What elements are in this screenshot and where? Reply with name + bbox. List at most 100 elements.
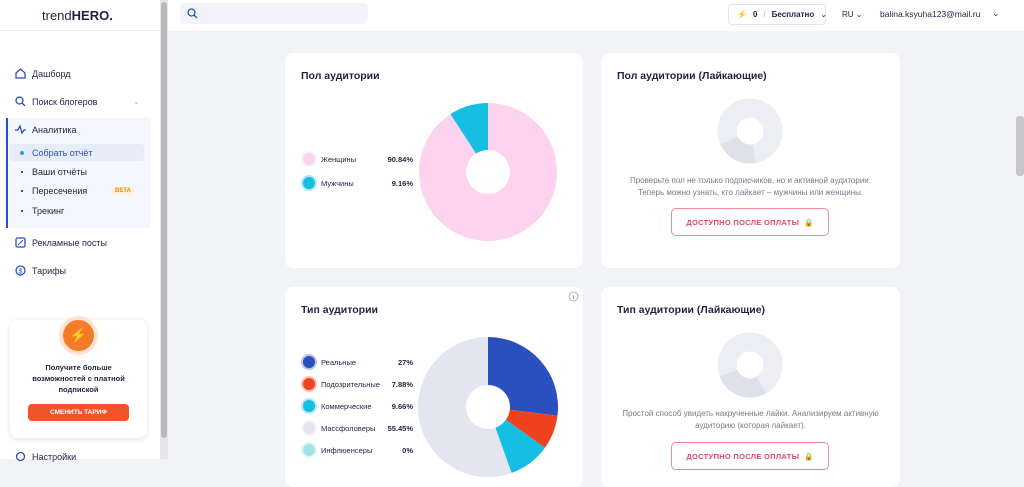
promo: ⚡ Получите больше возможностей с платной… (10, 320, 147, 438)
nav-label: Рекламные посты (32, 237, 108, 248)
email[interactable]: balina.ksyuha123@mail.ru (880, 9, 981, 19)
legend-value: 90.84% (387, 154, 413, 164)
card-text: Простой способ увидеть накрученные лайки… (622, 409, 879, 430)
nav-item[interactable]: Рекламные посты (15, 237, 107, 248)
nav-label: Дашборд (32, 68, 71, 79)
nav-item[interactable]: Дашборд (15, 68, 71, 79)
icon (15, 96, 26, 107)
main-scrollbar (1016, 116, 1024, 176)
legend-row: Инфлюенсеры 0% (303, 443, 413, 457)
legend-row: Подозрительные 7.88% (303, 377, 413, 391)
legend-dot (303, 177, 315, 189)
legend-label: Подозрительные (321, 379, 380, 389)
nav-label: Тарифы (32, 265, 67, 276)
nav-item[interactable]: $ Тарифы (15, 265, 66, 276)
legend-row: Женщины 90.84% (303, 152, 413, 166)
card-title: Пол аудитории (Лайкающие) (617, 70, 767, 82)
logo-light: trend (42, 8, 72, 23)
legend-value: 0% (402, 445, 413, 455)
pay-button[interactable]: ДОСТУПНО ПОСЛЕ ОПЛАТЫ 🔒 (671, 442, 829, 470)
icon (15, 124, 26, 135)
card-title: Пол аудитории (301, 70, 380, 82)
plan: Бесплатно (771, 10, 815, 19)
sub-item[interactable]: Трекинг (10, 206, 64, 216)
legend-dot (303, 378, 315, 390)
sub-item[interactable]: Пересечения (10, 186, 87, 196)
active-bg (10, 144, 144, 161)
lang-label: RU (842, 10, 854, 19)
legend-label: Коммерческие (321, 401, 372, 411)
button-label: ДОСТУПНО ПОСЛЕ ОПЛАТЫ (686, 451, 800, 461)
legend-label: Инфлюенсеры (321, 445, 373, 455)
sub-label: Ваши отчёты (32, 167, 87, 177)
pie-slice (505, 409, 558, 448)
beta-badge: BETA (112, 187, 134, 195)
icon (15, 451, 26, 462)
legend-value: 9.16% (391, 178, 413, 188)
pie-slice (419, 103, 557, 241)
legend-row: Массфоловеры 55.45% (303, 421, 413, 435)
promo-text: Получите больше возможностей с платной п… (32, 363, 125, 394)
search-icon (187, 8, 198, 19)
pie-chart (419, 103, 557, 241)
logo-bold: HERO. (71, 8, 113, 23)
search[interactable] (180, 3, 368, 24)
card-text: Проверьте пол не только подписчиков, но … (629, 176, 871, 197)
promo-button[interactable]: СМЕНИТЬ ТАРИФ (28, 404, 129, 421)
placeholder-donut (717, 98, 783, 164)
legend-dot (303, 356, 315, 368)
sub-item[interactable]: Ваши отчёты (10, 167, 87, 177)
lang[interactable]: RU ⌄ (842, 10, 863, 19)
legend-row: Коммерческие 9.66% (303, 399, 413, 413)
pie-slice (418, 337, 512, 477)
nav-label: Настройки (32, 451, 77, 462)
info-icon[interactable] (568, 291, 579, 302)
nav-label: Аналитика (32, 124, 77, 135)
legend-value: 55.45% (387, 423, 413, 433)
icon (15, 237, 26, 248)
card: Тип аудитории Реальные 27% Подозрительные 7… (285, 287, 583, 487)
legend-dot (303, 422, 315, 434)
sidebar: trendHERO. Дашборд Поиск блогеров ⌄ Анал… (0, 0, 160, 462)
separator: / (763, 10, 766, 19)
legend-label: Мужчины (321, 178, 354, 188)
card-title: Тип аудитории (301, 304, 379, 316)
card-title: Тип аудитории (Лайкающие) (617, 304, 766, 316)
legend-row: Реальные 27% (303, 355, 413, 369)
legend-value: 9.66% (391, 401, 413, 411)
divider (0, 30, 160, 31)
icon (15, 68, 26, 79)
card: Пол аудитории Женщины 90.84% Мужчины 9.16% (285, 53, 583, 268)
balance: 0 (752, 10, 758, 19)
pie-slice (450, 103, 488, 154)
card: Тип аудитории (Лайкающие) Простой способ… (601, 287, 900, 487)
analytics-group (6, 118, 150, 228)
plan-box[interactable]: ⚡ 0/Бесплатно ⌄ (728, 4, 827, 25)
legend-value: 7.88% (391, 379, 413, 389)
svg-text:$: $ (19, 269, 23, 276)
legend-row: Мужчины 9.16% (303, 176, 413, 190)
pay-button[interactable]: ДОСТУПНО ПОСЛЕ ОПЛАТЫ 🔒 (671, 208, 829, 236)
sub-label: Пересечения (32, 186, 88, 196)
topbar: ⚡ 0/Бесплатно ⌄ RU ⌄ balina.ksyuha123@mail… (168, 0, 1024, 31)
nav-item[interactable]: Настройки (15, 451, 76, 462)
button-label: ДОСТУПНО ПОСЛЕ ОПЛАТЫ (686, 217, 800, 227)
legend-label: Женщины (321, 154, 357, 164)
placeholder-donut (717, 332, 783, 398)
legend-label: Реальные (321, 357, 357, 367)
legend-dot (303, 153, 315, 165)
nav-item[interactable]: Поиск блогеров (15, 96, 97, 107)
scrollbar (160, 0, 168, 459)
legend-dot (303, 444, 315, 456)
nav-item[interactable]: Аналитика (15, 124, 77, 135)
nav-label: Поиск блогеров (32, 96, 98, 107)
sub-item[interactable]: Собрать отчёт (10, 148, 93, 158)
legend-dot (303, 400, 315, 412)
chevron: ⌄ (133, 97, 140, 106)
icon: $ (15, 265, 26, 276)
logo[interactable]: trendHERO. (42, 8, 113, 23)
legend-value: 27% (397, 357, 413, 367)
sub-label: Собрать отчёт (32, 148, 93, 158)
sub-label: Трекинг (32, 206, 65, 216)
